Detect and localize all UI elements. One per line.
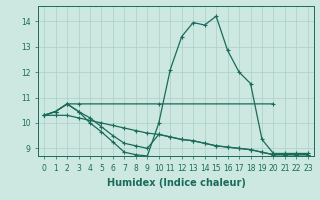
X-axis label: Humidex (Indice chaleur): Humidex (Indice chaleur) bbox=[107, 178, 245, 188]
